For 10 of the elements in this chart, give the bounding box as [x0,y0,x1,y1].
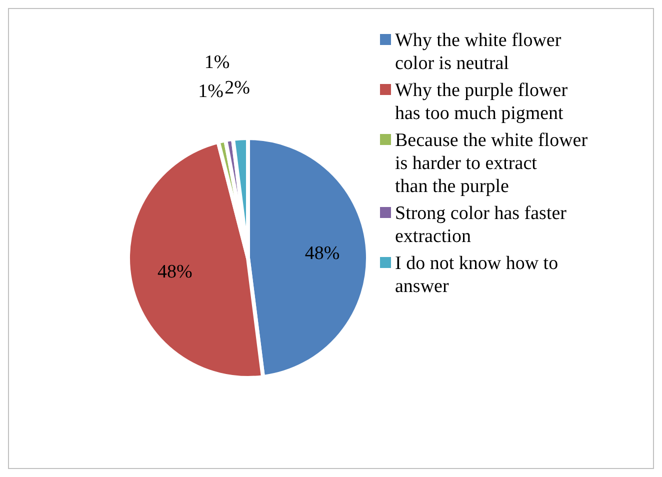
data-label: 2% [224,77,250,98]
legend-label: Why the purple flower has too much pigment [395,80,568,124]
data-label: 48% [304,242,340,264]
legend-label: Why the white flower color is neutral [395,30,562,74]
data-label: 48% [158,261,193,282]
data-label: 1% [198,81,224,102]
data-label: 1% [204,52,230,73]
legend-label: Because the white flower is harder to extract than the purple [395,130,588,196]
legend-label: Strong color has faster extraction [395,202,568,246]
legend-label: I do not know how to answer [395,252,558,296]
